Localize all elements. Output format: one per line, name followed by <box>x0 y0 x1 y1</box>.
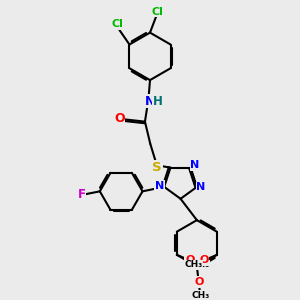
Text: N: N <box>155 181 164 191</box>
Text: S: S <box>152 160 162 173</box>
Text: N: N <box>196 182 206 193</box>
Text: Cl: Cl <box>111 19 123 29</box>
Text: F: F <box>77 188 86 201</box>
Text: N: N <box>190 160 200 170</box>
Text: CH₃: CH₃ <box>184 260 202 269</box>
Text: O: O <box>185 255 194 266</box>
Text: CH₃: CH₃ <box>191 260 210 269</box>
Text: O: O <box>200 255 209 266</box>
Text: O: O <box>194 277 203 287</box>
Text: Cl: Cl <box>152 7 164 17</box>
Text: CH₃: CH₃ <box>191 291 209 300</box>
Text: O: O <box>114 112 125 125</box>
Text: H: H <box>152 95 162 108</box>
Text: N: N <box>145 95 155 108</box>
